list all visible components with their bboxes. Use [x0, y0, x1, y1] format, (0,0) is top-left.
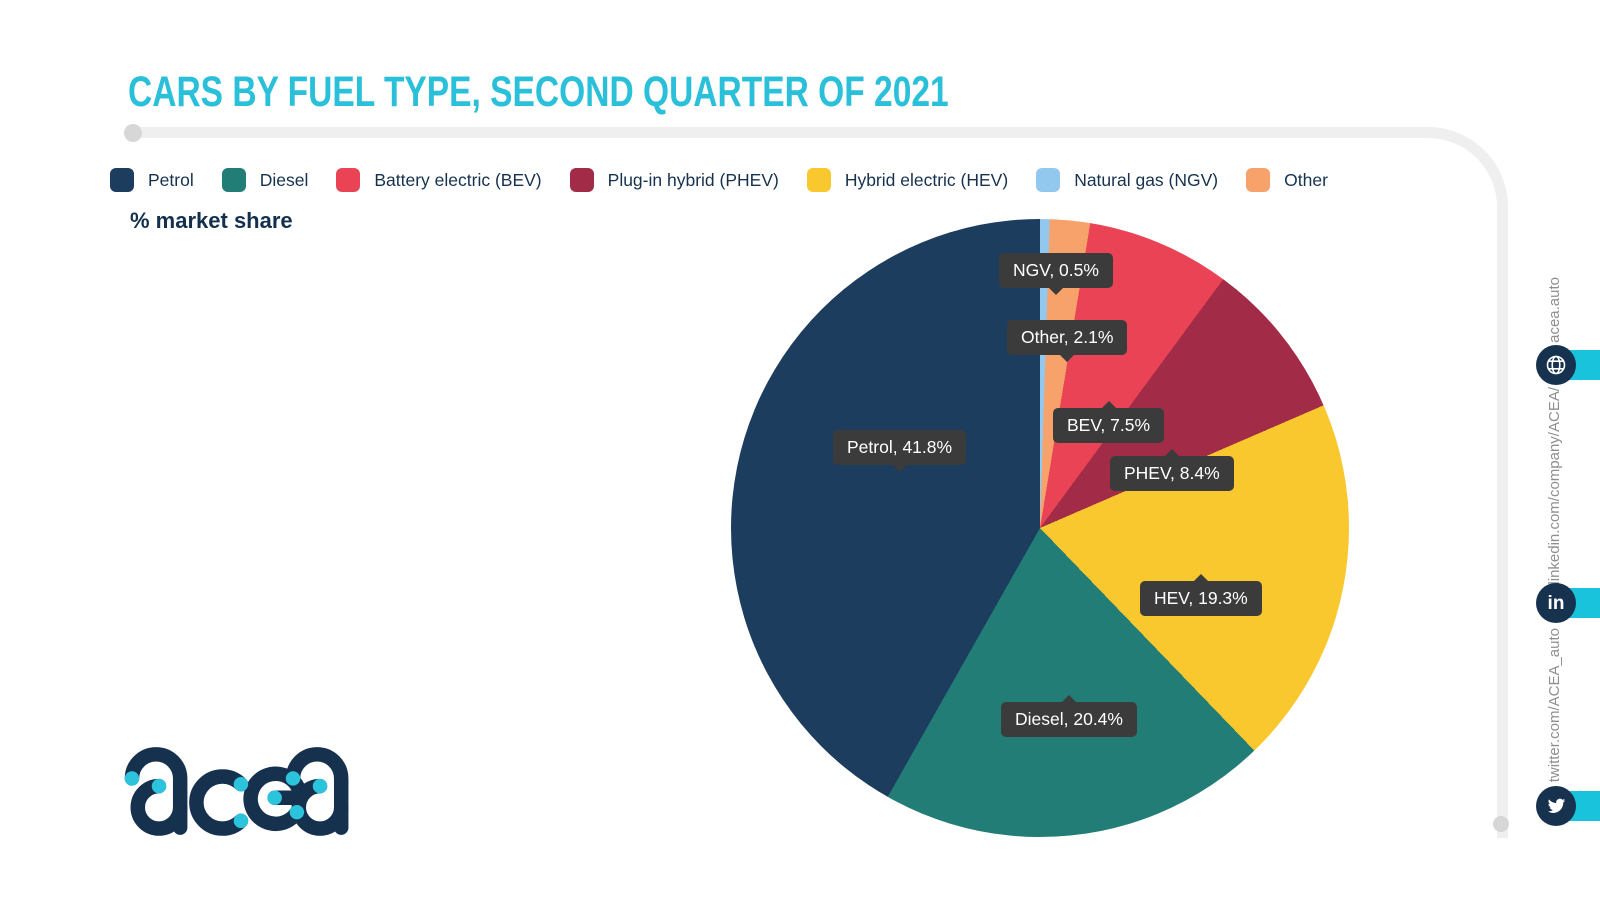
acea-logo	[124, 747, 349, 836]
pie-label-text: Other, 2.1%	[1021, 327, 1114, 347]
legend-label: Battery electric (BEV)	[374, 169, 542, 190]
pie-label-hev: HEV, 19.3%	[1140, 574, 1262, 616]
frame-dot-start	[124, 124, 142, 142]
callout-pointer	[1059, 354, 1076, 362]
pie-label-text: NGV, 0.5%	[1013, 260, 1099, 280]
callout-pointer	[1060, 695, 1077, 703]
pie-label-text: HEV, 19.3%	[1154, 588, 1248, 608]
callout-pointer	[1100, 401, 1117, 409]
globe-icon[interactable]	[1536, 345, 1576, 385]
legend-item-ngv: Natural gas (NGV)	[1036, 168, 1218, 192]
pie-label-other: Other, 2.1%	[1007, 320, 1128, 362]
link-twitter[interactable]: twitter.com/ACEA_auto	[1546, 627, 1563, 782]
pie-label-bev: BEV, 7.5%	[1053, 401, 1165, 443]
page-title: CARS BY FUEL TYPE, SECOND QUARTER OF 202…	[128, 68, 949, 116]
pie-label-petrol: Petrol, 41.8%	[833, 430, 967, 472]
legend-swatch-diesel	[221, 168, 246, 192]
legend-item-hev: Hybrid electric (HEV)	[806, 168, 1009, 192]
legend-swatch-petrol	[110, 168, 134, 192]
frame-dot-end	[1493, 816, 1509, 832]
legend-swatch-ngv	[1036, 168, 1061, 192]
chart-legend: Petrol Diesel Battery electric (BEV) Plu…	[110, 168, 1328, 192]
pie-label-ngv: NGV, 0.5%	[999, 253, 1113, 295]
pie-label-text: PHEV, 8.4%	[1124, 463, 1220, 483]
legend-swatch-other	[1246, 168, 1271, 192]
legend-label: Other	[1284, 169, 1328, 190]
pie-label-text: BEV, 7.5%	[1067, 415, 1151, 435]
legend-label: Hybrid electric (HEV)	[844, 169, 1009, 190]
legend-label: Plug-in hybrid (PHEV)	[607, 169, 779, 190]
legend-label: Petrol	[148, 169, 194, 190]
pie-label-text: Diesel, 20.4%	[1015, 709, 1123, 729]
pie-label-text: Petrol, 41.8%	[847, 437, 953, 457]
axis-unit-label: % market share	[130, 208, 293, 233]
legend-item-petrol: Petrol	[110, 168, 194, 192]
callout-pointer	[1047, 287, 1064, 295]
legend-swatch-bev	[336, 168, 361, 192]
legend-label: Natural gas (NGV)	[1074, 169, 1219, 190]
linkedin-glyph: in	[1547, 592, 1565, 614]
frame-border	[130, 127, 1508, 838]
legend-swatch-phev	[569, 168, 594, 192]
pie-chart	[731, 219, 1349, 837]
link-acea-auto[interactable]: acea.auto	[1546, 277, 1563, 343]
link-linkedin[interactable]: linkedin.com/company/ACEA/	[1546, 387, 1563, 585]
linkedin-icon[interactable]: in	[1536, 583, 1576, 623]
callout-pointer	[1163, 449, 1180, 457]
callout-pointer	[891, 464, 908, 472]
pie-label-phev: PHEV, 8.4%	[1110, 449, 1234, 491]
legend-swatch-hev	[806, 168, 831, 192]
legend-label: Diesel	[259, 169, 309, 190]
legend-item-phev: Plug-in hybrid (PHEV)	[569, 168, 779, 192]
callout-pointer	[1192, 574, 1209, 582]
pie-label-diesel: Diesel, 20.4%	[1001, 695, 1137, 737]
twitter-icon[interactable]	[1536, 786, 1576, 826]
legend-item-other: Other	[1246, 168, 1328, 192]
legend-item-bev: Battery electric (BEV)	[336, 168, 542, 192]
legend-item-diesel: Diesel	[221, 168, 309, 192]
